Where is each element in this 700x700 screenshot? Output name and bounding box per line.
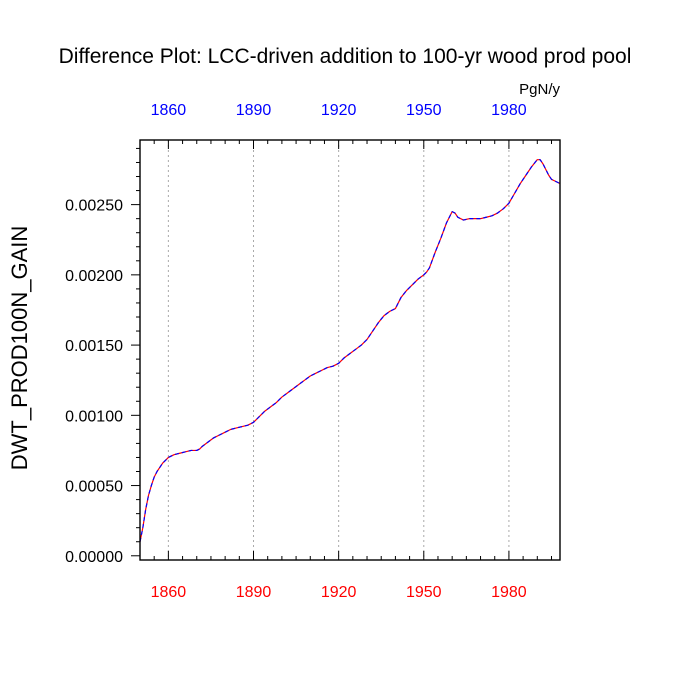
ticks-layer [131, 140, 552, 560]
y-tick-labels: 0.00000 0.00050 0.00100 0.00150 0.00200 0.002… [65, 198, 123, 566]
x-tick-labels-top: 1860 1890 1920 1950 1980 [151, 102, 527, 119]
y-axis-title: DWT_PROD100N_GAIN [7, 226, 32, 471]
plot-frame [139, 139, 561, 561]
grid-layer [167, 140, 510, 560]
x-tick-label-bottom-1980: 1980 [491, 584, 527, 601]
series-line-overlay [139, 159, 561, 542]
series-layer [139, 159, 561, 542]
x-tick-label-bottom-1920: 1920 [321, 584, 357, 601]
units-label: PgN/y [519, 81, 560, 98]
chart-title: Difference Plot: LCC-driven addition to … [59, 45, 632, 68]
x-tick-label-bottom-1950: 1950 [406, 584, 442, 601]
y-tick-label-0.00100: 0.00100 [65, 408, 123, 425]
x-tick-label-top-1860: 1860 [151, 102, 187, 119]
y-tick-label-0.00000: 0.00000 [65, 549, 123, 566]
x-tick-label-top-1980: 1980 [491, 102, 527, 119]
x-tick-label-bottom-1860: 1860 [151, 584, 187, 601]
y-tick-label-0.00150: 0.00150 [65, 338, 123, 355]
x-tick-labels-bottom: 1860 1890 1920 1950 1980 [151, 584, 527, 601]
x-tick-label-top-1920: 1920 [321, 102, 357, 119]
x-tick-label-bottom-1890: 1890 [236, 584, 272, 601]
x-tick-label-top-1950: 1950 [406, 102, 442, 119]
y-tick-label-0.00050: 0.00050 [65, 479, 123, 496]
series-line-base [139, 159, 561, 542]
y-tick-label-0.00200: 0.00200 [65, 268, 123, 285]
x-tick-label-top-1890: 1890 [236, 102, 272, 119]
y-tick-label-0.00250: 0.00250 [65, 198, 123, 215]
